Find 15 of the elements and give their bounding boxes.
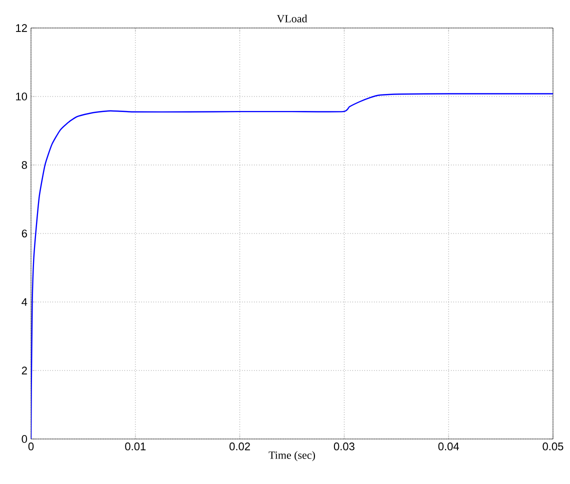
y-tick-label: 0 [22, 435, 28, 443]
x-axis-title: Time (sec) [268, 451, 315, 462]
x-tick-label: 0.02 [230, 442, 250, 450]
x-tick-label: 0.01 [125, 442, 146, 450]
y-tick-label: 6 [22, 230, 27, 238]
y-tick-label: 8 [22, 161, 27, 169]
x-tick-label: 0.04 [438, 442, 459, 450]
chart-title: VLoad [276, 14, 308, 22]
y-tick-label: 12 [16, 24, 27, 32]
x-tick-label: 0.05 [542, 442, 564, 450]
x-tick-label: 0 [28, 442, 34, 450]
y-tick-label: 10 [16, 92, 28, 100]
y-tick-label: 4 [22, 298, 28, 306]
x-tick-label: 0.03 [334, 442, 354, 450]
y-tick-label: 2 [22, 366, 27, 374]
